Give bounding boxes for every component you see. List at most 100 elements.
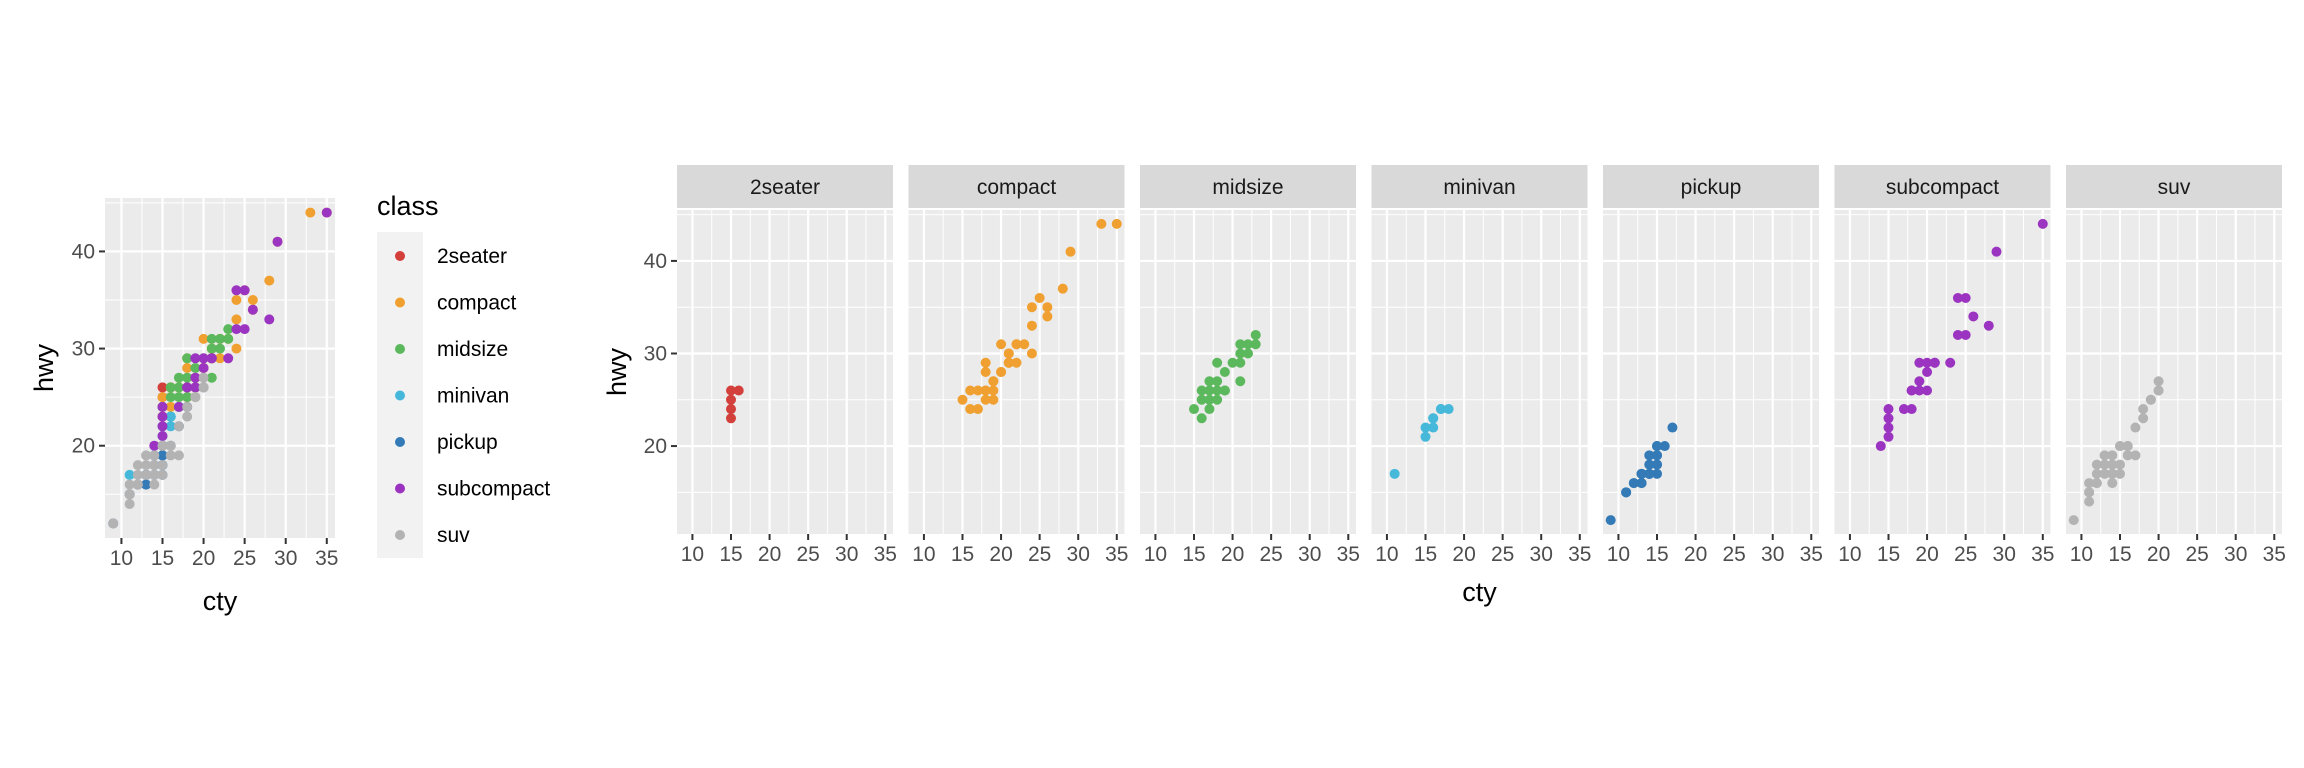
series-subcompact	[1875, 218, 2048, 452]
facet-strip-label: pickup	[1681, 176, 1742, 199]
data-point-pickup	[157, 450, 168, 461]
data-point-compact	[965, 385, 976, 396]
legend-label-pickup: pickup	[437, 431, 498, 454]
data-point-subcompact	[149, 440, 160, 451]
data-point-subcompact	[182, 382, 193, 393]
data-point-compact	[988, 385, 999, 396]
data-point-suv	[2107, 478, 2118, 489]
facet-strip-label: compact	[977, 176, 1057, 199]
data-point-subcompact	[1922, 357, 1933, 368]
facet-strip	[677, 165, 893, 208]
data-point-suv	[2153, 376, 2164, 387]
x-tick-label: 15	[1182, 543, 1205, 566]
data-point-compact	[1026, 302, 1037, 313]
data-point-midsize	[1235, 376, 1246, 387]
data-point-minivan	[165, 411, 176, 422]
data-point-subcompact	[190, 372, 201, 383]
y-tick-label: 20	[644, 435, 667, 458]
faceted-scatter-plot: 2seater 10 15 20 25 30 35 20 30 40 compact 10 15 20 25…	[602, 165, 2286, 607]
data-point-suv	[2084, 487, 2095, 498]
data-point-minivan	[1420, 422, 1431, 433]
y-tick-label: 30	[644, 342, 667, 365]
data-point-suv	[2099, 450, 2110, 461]
data-point-compact	[198, 333, 209, 344]
data-point-subcompact	[1914, 385, 1925, 396]
x-tick-label: 30	[1761, 543, 1784, 566]
data-point-compact	[980, 394, 991, 405]
panel-background	[1140, 210, 1356, 534]
x-tick-label: 35	[1568, 543, 1591, 566]
data-point-suv	[2107, 450, 2118, 461]
data-point-suv	[2107, 459, 2118, 470]
data-point-subcompact	[173, 401, 184, 412]
data-point-compact	[972, 385, 983, 396]
data-point-subcompact	[1875, 441, 1886, 452]
data-point-midsize	[1243, 339, 1253, 350]
data-point-suv	[149, 450, 160, 461]
data-point-midsize	[1219, 367, 1230, 377]
x-tick-label: 10	[1375, 543, 1398, 566]
data-point-midsize	[1235, 339, 1246, 350]
data-point-compact	[231, 343, 242, 354]
data-point-2seater	[726, 413, 736, 424]
data-point-subcompact	[1883, 422, 1894, 433]
data-point-subcompact	[1883, 404, 1894, 415]
data-point-midsize	[1235, 357, 1246, 368]
x-tick-label: 10	[2070, 543, 2093, 566]
data-point-compact	[1042, 302, 1053, 313]
data-point-subcompact	[206, 353, 217, 364]
data-point-suv	[2122, 450, 2133, 461]
data-point-subcompact	[1883, 413, 1894, 424]
data-point-midsize	[1212, 385, 1223, 396]
data-point-suv	[2130, 450, 2141, 461]
data-point-pickup	[141, 479, 152, 490]
x-tick-label: 15	[2108, 543, 2131, 566]
data-point-midsize	[1196, 413, 1207, 424]
data-point-subcompact	[231, 285, 242, 296]
data-point-pickup	[1659, 441, 1670, 452]
x-tick-label: 15	[151, 547, 174, 570]
data-point-subcompact	[1991, 246, 2002, 257]
data-point-midsize	[165, 382, 176, 393]
data-point-suv	[132, 469, 143, 480]
panel-background	[2066, 210, 2282, 534]
y-tick-label: 40	[644, 250, 667, 273]
x-tick-label: 20	[1684, 543, 1707, 566]
data-point-suv	[124, 499, 135, 509]
data-point-suv	[141, 450, 152, 461]
overview-scatter-plot: 10 15 20 25 30 35 20 30 40 cty hwy	[29, 198, 338, 616]
data-point-compact	[1011, 339, 1022, 350]
data-point-subcompact	[1929, 357, 1940, 368]
x-tick-label: 15	[951, 543, 974, 566]
y-tick-label: 30	[72, 338, 95, 361]
data-point-subcompact	[1983, 320, 1994, 331]
data-point-compact	[996, 367, 1007, 377]
legend-label-suv: suv	[437, 524, 470, 547]
data-point-suv	[2084, 496, 2095, 507]
x-tick-label: 10	[1838, 543, 1861, 566]
data-point-suv	[2115, 468, 2125, 479]
data-point-midsize	[1212, 394, 1223, 405]
data-point-subcompact	[223, 353, 234, 364]
series-suv	[108, 372, 209, 529]
data-point-midsize	[1235, 348, 1246, 359]
data-point-midsize	[1189, 404, 1199, 415]
data-point-subcompact	[1914, 357, 1925, 368]
data-point-midsize	[223, 333, 234, 344]
data-point-pickup	[1644, 450, 1655, 461]
panel-background	[908, 210, 1125, 534]
data-point-subcompact	[1945, 357, 1956, 368]
data-point-suv	[198, 372, 209, 383]
series-2seater	[726, 385, 744, 424]
data-point-compact	[1065, 246, 1076, 257]
data-point-compact	[988, 394, 999, 405]
facet-x-axis-title: cty	[1462, 577, 1497, 607]
data-point-compact	[157, 392, 168, 403]
data-point-2seater	[726, 394, 736, 405]
data-point-compact	[996, 339, 1007, 350]
data-point-midsize	[182, 353, 193, 364]
legend-key-compact	[395, 297, 405, 308]
legend-label-subcompact: subcompact	[437, 478, 550, 501]
x-tick-label: 20	[989, 543, 1012, 566]
x-tick-label: 35	[2031, 543, 2054, 566]
